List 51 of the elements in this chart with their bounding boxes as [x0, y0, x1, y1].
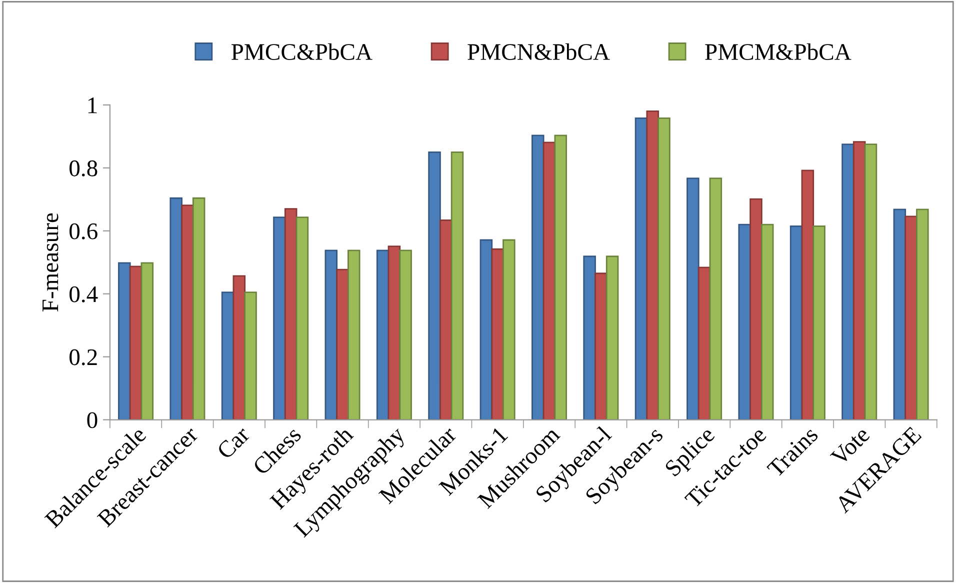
bar — [686, 178, 700, 420]
bar — [244, 292, 257, 420]
bar — [376, 250, 390, 420]
bar — [842, 144, 854, 420]
bar — [594, 272, 608, 420]
bar — [698, 266, 711, 420]
bar — [450, 151, 464, 420]
bar — [532, 134, 544, 420]
bar — [192, 197, 206, 420]
x-tick-label: Car — [216, 425, 251, 460]
bar — [583, 256, 596, 420]
bar — [750, 198, 762, 420]
bar — [852, 141, 866, 420]
bar — [118, 262, 131, 420]
y-tick-label: 0.4 — [70, 286, 98, 302]
bar — [140, 262, 154, 420]
bar — [760, 224, 774, 420]
bar — [502, 239, 516, 420]
bar — [273, 216, 286, 420]
bar — [296, 216, 309, 420]
bar — [428, 151, 441, 420]
legend-label: PMCC&PbCA — [231, 43, 372, 60]
bar — [284, 208, 298, 420]
bar — [221, 292, 234, 420]
legend-label: PMCN&PbCA — [468, 43, 610, 60]
legend-label: PMCM&PbCA — [705, 43, 852, 60]
bar — [170, 197, 182, 420]
bar — [646, 110, 659, 420]
y-tick-label: 0.8 — [70, 160, 98, 176]
y-tick-label: 0 — [87, 412, 98, 428]
y-axis-title: F-measure — [42, 213, 58, 312]
bar — [606, 256, 619, 420]
bar — [864, 144, 878, 420]
bar — [348, 250, 360, 420]
bar — [738, 224, 751, 420]
bar — [336, 268, 349, 420]
bar — [904, 216, 918, 420]
y-tick-label: 1 — [88, 98, 97, 114]
bar — [491, 248, 504, 420]
bar — [181, 204, 194, 420]
bar — [440, 219, 452, 420]
y-tick-label: 0.2 — [70, 349, 97, 366]
bar — [658, 117, 670, 420]
bar — [129, 266, 142, 420]
y-tick-label: 0.6 — [70, 223, 98, 240]
bar — [790, 225, 803, 420]
bar — [812, 225, 826, 420]
bar — [916, 208, 929, 420]
bar — [399, 250, 412, 420]
bar — [709, 178, 722, 420]
bar — [554, 134, 568, 420]
